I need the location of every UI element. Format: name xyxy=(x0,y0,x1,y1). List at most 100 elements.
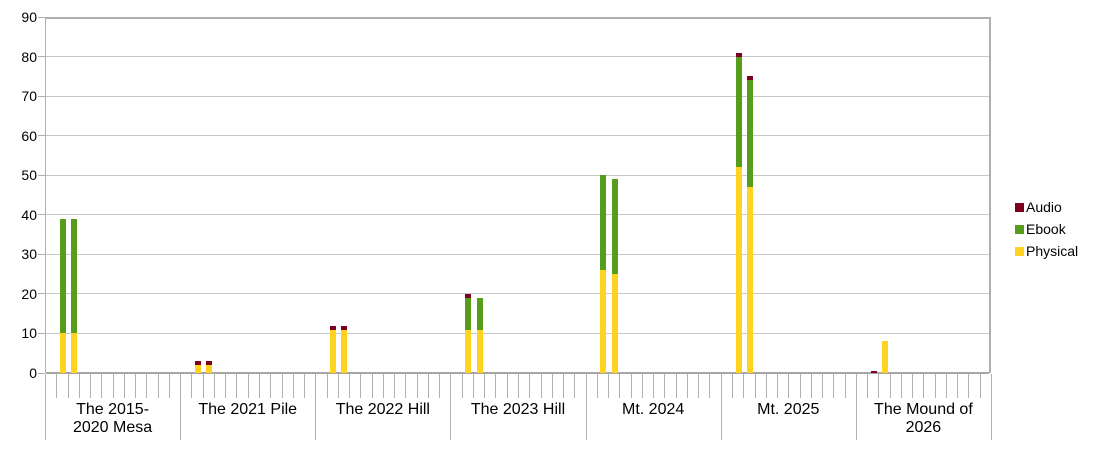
bar-segment-physical xyxy=(59,333,66,373)
bar-segment-ebook xyxy=(746,80,753,188)
bar-segment-physical xyxy=(882,341,888,373)
bar-segment-ebook xyxy=(71,218,78,334)
minor-tick xyxy=(608,374,610,398)
minor-tick xyxy=(213,374,215,398)
bar-segment-audio xyxy=(341,325,348,330)
minor-tick xyxy=(686,374,688,398)
category-separator-tick xyxy=(720,374,722,440)
minor-tick xyxy=(258,374,260,398)
minor-tick xyxy=(743,374,745,398)
minor-tick xyxy=(146,374,148,398)
minor-tick xyxy=(709,374,711,398)
minor-tick xyxy=(90,374,92,398)
y-tick-label: 40 xyxy=(21,206,37,223)
minor-tick xyxy=(551,374,553,398)
minor-tick xyxy=(777,374,779,398)
minor-tick xyxy=(912,374,914,398)
category-label-line: The Mound of xyxy=(874,401,973,418)
y-tick-mark xyxy=(38,214,45,216)
bar-segment-audio xyxy=(206,361,213,366)
gridline-50 xyxy=(46,174,989,176)
minor-tick xyxy=(506,374,508,398)
minor-tick xyxy=(698,374,700,398)
minor-tick xyxy=(101,374,103,398)
minor-tick xyxy=(394,374,396,398)
y-tick-mark xyxy=(38,293,45,295)
minor-tick xyxy=(472,374,474,398)
category-label-line: The 2021 Pile xyxy=(198,401,298,418)
category-label: The 2015- 2020 Mesa xyxy=(45,401,180,437)
minor-tick xyxy=(867,374,869,398)
minor-tick xyxy=(371,374,373,398)
minor-tick xyxy=(461,374,463,398)
minor-tick xyxy=(304,374,306,398)
legend: Audio Ebook Physical xyxy=(1015,196,1078,262)
category-label: Mt. 2024 xyxy=(586,401,721,419)
category-label-line: 2026 xyxy=(905,419,942,436)
bar-segment-physical xyxy=(735,167,742,373)
category-label-line: The 2022 Hill xyxy=(335,401,430,418)
category-separator-tick xyxy=(315,374,317,440)
bar-segment-ebook xyxy=(59,218,66,334)
minor-tick xyxy=(168,374,170,398)
minor-tick xyxy=(957,374,959,398)
minor-tick xyxy=(574,374,576,398)
minor-tick xyxy=(731,374,733,398)
minor-tick xyxy=(934,374,936,398)
category-label-line: The 2023 Hill xyxy=(470,401,566,418)
gridline-30 xyxy=(46,253,989,255)
gridline-80 xyxy=(46,56,989,58)
minor-tick xyxy=(157,374,159,398)
minor-tick xyxy=(619,374,621,398)
minor-tick xyxy=(844,374,846,398)
category-label: The 2022 Hill xyxy=(315,401,450,419)
bar-segment-physical xyxy=(746,187,753,373)
minor-tick xyxy=(349,374,351,398)
bar-segment-physical xyxy=(600,270,607,373)
minor-tick xyxy=(135,374,137,398)
minor-tick xyxy=(765,374,767,398)
minor-tick xyxy=(810,374,812,398)
y-tick-mark xyxy=(38,174,45,176)
category-label: The 2023 Hill xyxy=(450,401,585,419)
minor-tick xyxy=(382,374,384,398)
category-label: Mt. 2025 xyxy=(721,401,856,419)
category-separator-tick xyxy=(450,374,452,440)
y-tick-label: 60 xyxy=(21,127,37,144)
category-separator-tick xyxy=(585,374,587,440)
y-tick-label: 70 xyxy=(21,88,37,105)
minor-tick xyxy=(416,374,418,398)
y-tick-mark xyxy=(38,372,45,374)
bar-segment-audio xyxy=(735,52,742,57)
category-separator-tick xyxy=(45,374,46,440)
y-tick-mark xyxy=(38,56,45,58)
y-tick-label: 20 xyxy=(21,285,37,302)
bar-segment-ebook xyxy=(735,56,742,168)
y-tick-label: 50 xyxy=(21,167,37,184)
minor-tick xyxy=(563,374,565,398)
bar-segment-audio xyxy=(746,76,753,81)
y-tick-mark xyxy=(38,135,45,137)
minor-tick xyxy=(281,374,283,398)
minor-tick xyxy=(754,374,756,398)
legend-item-physical: Physical xyxy=(1015,240,1078,262)
category-separator-tick xyxy=(991,374,992,440)
plot-area xyxy=(45,17,991,374)
bar-segment-audio xyxy=(465,293,472,298)
minor-tick xyxy=(822,374,824,398)
minor-tick xyxy=(495,374,497,398)
minor-tick xyxy=(427,374,429,398)
minor-tick xyxy=(833,374,835,398)
minor-tick xyxy=(900,374,902,398)
y-tick-label: 0 xyxy=(29,365,37,381)
legend-item-audio: Audio xyxy=(1015,196,1078,218)
category-separator-tick xyxy=(855,374,857,440)
minor-tick xyxy=(484,374,486,398)
minor-tick xyxy=(202,374,204,398)
minor-tick xyxy=(529,374,531,398)
minor-tick xyxy=(799,374,801,398)
bar-segment-audio xyxy=(330,325,337,330)
gridline-60 xyxy=(46,135,989,137)
y-tick-label: 80 xyxy=(21,48,37,65)
